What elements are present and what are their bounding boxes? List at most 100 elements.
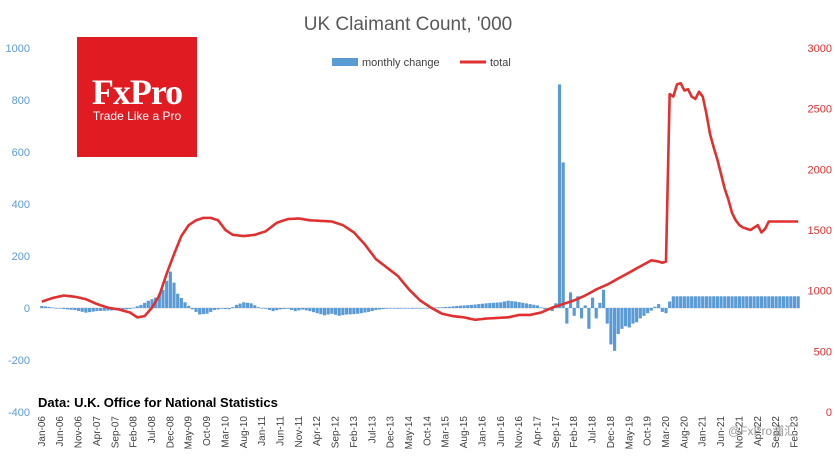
bar [297, 308, 301, 311]
x-tick: Nov-11 [294, 416, 305, 448]
y-left-tick: 600 [12, 147, 30, 159]
x-tick: May-14 [404, 416, 415, 450]
bar [51, 307, 55, 309]
bar [367, 308, 371, 312]
x-tick: Aug-20 [679, 416, 690, 449]
x-tick: Feb-23 [789, 416, 800, 448]
bar [778, 296, 782, 308]
bar [737, 296, 742, 308]
bar [205, 308, 209, 314]
bar [499, 302, 503, 308]
bar [271, 308, 275, 312]
bar [484, 303, 488, 308]
bar [411, 308, 415, 309]
bar [440, 307, 444, 308]
bar [510, 301, 514, 308]
bar [157, 293, 161, 308]
bar [572, 308, 576, 316]
bar [121, 308, 125, 310]
x-tick: Sep-07 [110, 416, 121, 449]
x-tick: Oct-19 [643, 416, 654, 446]
bar [631, 308, 635, 324]
bar [480, 303, 485, 308]
bar [400, 308, 404, 309]
bar [407, 308, 411, 309]
bar [40, 305, 44, 308]
bar [370, 308, 374, 311]
bar [488, 303, 492, 308]
bar [128, 308, 132, 310]
bar [624, 308, 628, 327]
bar [679, 296, 683, 308]
bar [686, 296, 690, 308]
bar [781, 296, 786, 308]
fxpro-logo: FxPro Trade Like a Pro [77, 37, 197, 157]
bar [238, 303, 242, 308]
bar [653, 306, 657, 308]
bar [341, 308, 345, 316]
x-tick: Apr-07 [92, 416, 103, 446]
bar [242, 302, 246, 308]
bar [76, 308, 81, 311]
bar [715, 296, 719, 308]
bar [792, 296, 797, 308]
bar [102, 308, 106, 311]
bar [315, 308, 319, 314]
bar [491, 302, 496, 308]
bar [712, 296, 716, 308]
bar [286, 308, 290, 309]
x-tick: Sep-17 [551, 416, 562, 449]
bar [264, 308, 268, 309]
bar [87, 308, 92, 313]
bar [723, 296, 727, 308]
bar [176, 293, 180, 308]
bar [576, 296, 580, 308]
y-left-tick: 0 [24, 303, 30, 315]
bar [550, 308, 554, 312]
bar [289, 308, 294, 310]
bar [473, 304, 477, 308]
y-left-tick: -400 [8, 407, 30, 419]
logo-brand: FxPro [91, 72, 183, 112]
bar [91, 308, 95, 312]
bar [231, 307, 235, 308]
bar [124, 308, 128, 310]
bar [187, 305, 191, 308]
bar [513, 301, 518, 308]
bar [704, 296, 708, 308]
y-right-tick: 2500 [808, 104, 832, 116]
bar [234, 304, 239, 308]
x-tick: Aug-15 [459, 416, 470, 449]
bar [759, 296, 764, 308]
bar-series-monthly-change [40, 84, 800, 351]
bar [308, 308, 312, 312]
bar [451, 306, 455, 308]
bar [796, 296, 800, 308]
bar [374, 308, 378, 311]
x-tick: Feb-08 [129, 416, 140, 448]
bar [106, 308, 110, 311]
bar [190, 308, 194, 310]
bar [326, 308, 330, 315]
bar [363, 308, 367, 313]
bar [348, 308, 352, 315]
bar [337, 308, 341, 316]
bar [150, 299, 154, 308]
bar [256, 307, 261, 308]
bar [535, 305, 540, 308]
bar [179, 297, 183, 308]
y-left-tick: 200 [12, 251, 30, 263]
bar [785, 296, 789, 308]
x-tick: Jun-06 [55, 416, 66, 447]
y-right-tick: 0 [826, 407, 832, 419]
x-tick: Jun-21 [716, 416, 727, 447]
y-left-tick: 800 [12, 95, 30, 107]
bar [216, 308, 220, 310]
bar [161, 289, 165, 308]
bar [620, 308, 624, 329]
bar [58, 308, 62, 309]
x-tick: Apr-22 [753, 416, 764, 446]
logo-tagline: Trade Like a Pro [92, 109, 182, 123]
bar [98, 308, 103, 311]
bar [642, 308, 646, 316]
